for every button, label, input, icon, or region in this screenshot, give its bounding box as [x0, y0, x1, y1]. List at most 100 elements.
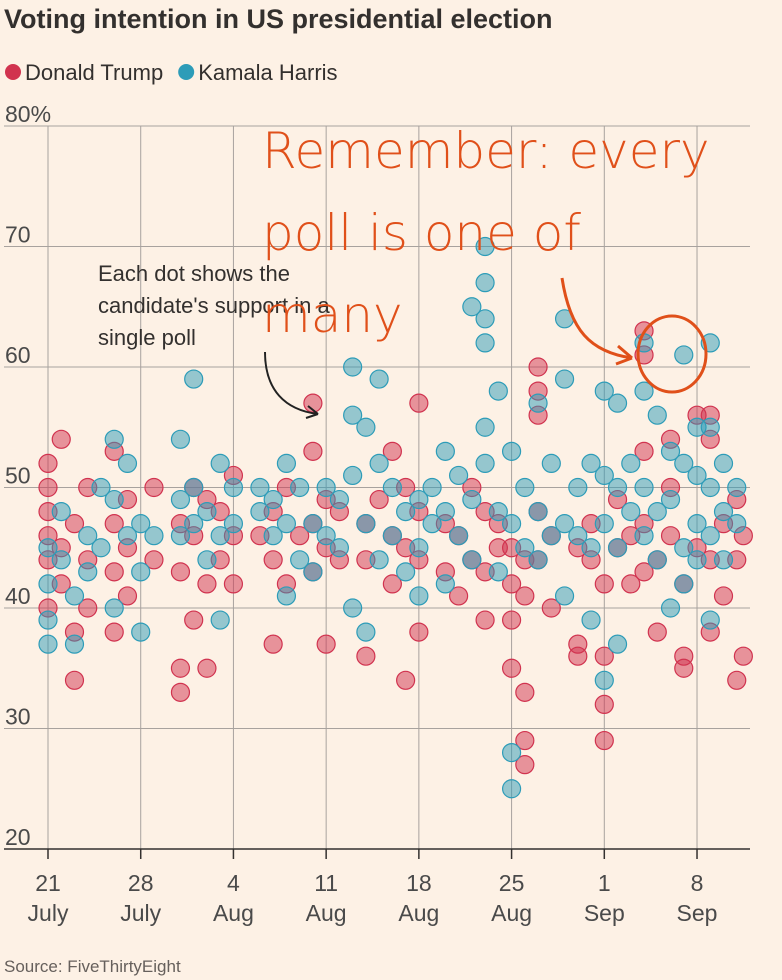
dot: [38, 477, 58, 498]
tick-line: Aug: [306, 900, 347, 926]
dot: [700, 477, 720, 498]
dot: [449, 586, 469, 606]
tick-line: 1: [598, 870, 611, 896]
dot: [660, 526, 681, 546]
dot: [409, 393, 429, 413]
dot: [713, 453, 734, 473]
dot: [38, 574, 58, 594]
dot: [223, 514, 244, 534]
dot: [369, 550, 389, 570]
dot: [462, 550, 482, 570]
dot: [64, 586, 85, 606]
dot: [409, 586, 429, 606]
legend-label: Kamala Harris: [198, 60, 337, 85]
dot: [382, 574, 402, 594]
dot: [462, 489, 482, 510]
y-tick-label: 60: [5, 342, 31, 368]
dot: [223, 574, 244, 594]
dot: [276, 453, 297, 473]
dot: [594, 514, 614, 534]
dot: [568, 477, 588, 498]
dot: [104, 562, 124, 582]
dot: [64, 634, 85, 654]
dot: [475, 309, 495, 329]
dot: [594, 574, 614, 594]
handwritten-note: Remember: every poll is one of many: [262, 122, 710, 344]
dot: [488, 562, 508, 582]
dot: [674, 538, 694, 558]
dot: [660, 489, 681, 510]
dot: [501, 742, 522, 763]
dot: [91, 538, 111, 558]
dot: [197, 574, 217, 594]
dot: [594, 670, 614, 690]
dot: [356, 646, 376, 666]
dot: [594, 694, 614, 715]
dot: [170, 429, 191, 449]
dot: [104, 622, 124, 642]
tick-line: 4: [227, 870, 240, 896]
dot: [501, 658, 522, 678]
dot: [568, 526, 588, 546]
dot: [594, 646, 614, 666]
dot: [276, 514, 297, 534]
dot: [51, 502, 71, 522]
dot: [263, 550, 283, 570]
dot: [687, 514, 707, 534]
dot: [475, 273, 495, 293]
x-tick-label: 11 Aug: [306, 870, 347, 926]
dot: [343, 357, 363, 377]
dot: [422, 477, 442, 498]
x-tick-label: 28 July: [120, 870, 161, 926]
dot: [382, 477, 402, 498]
y-tick-label: 40: [5, 583, 31, 609]
dot: [64, 670, 85, 690]
dot: [356, 417, 376, 437]
dot: [475, 453, 495, 473]
y-tick-label: 80%: [5, 101, 51, 127]
tick-line: Sep: [584, 900, 625, 926]
dot: [170, 489, 191, 510]
dot: [568, 646, 588, 666]
dot: [435, 574, 455, 594]
dot: [51, 429, 71, 449]
dot: [64, 514, 85, 534]
dot: [316, 477, 336, 498]
tick-line: July: [120, 900, 161, 926]
tick-line: Aug: [398, 900, 439, 926]
tick-line: 25: [499, 870, 525, 896]
dot: [488, 381, 508, 401]
tick-line: 21: [35, 870, 61, 896]
dot: [396, 562, 416, 582]
x-tick-label: 21 July: [28, 870, 69, 926]
dot: [117, 453, 138, 473]
dot: [51, 550, 71, 570]
text-line: poll is one of: [262, 204, 581, 262]
dot: [727, 477, 747, 498]
dot: [501, 441, 522, 461]
dot: [727, 514, 747, 534]
dot: [131, 562, 151, 582]
dot: [38, 634, 58, 654]
dot: [38, 453, 58, 473]
dot: [594, 730, 614, 751]
dot: [329, 489, 349, 510]
dot: [475, 610, 495, 630]
dot: [170, 562, 191, 582]
dots: [38, 236, 753, 799]
dot: [713, 502, 734, 522]
dot: [263, 489, 283, 510]
dot: [594, 381, 614, 401]
dot: [528, 550, 548, 570]
dot: [515, 586, 535, 606]
x-tick-label: 8 Sep: [677, 870, 718, 926]
dot: [343, 598, 363, 618]
dot: [170, 526, 191, 546]
dot: [38, 610, 58, 630]
dot: [290, 477, 310, 498]
dot: [607, 634, 628, 654]
dot: [541, 453, 561, 473]
dot: [733, 646, 753, 666]
tick-line: Sep: [677, 900, 718, 926]
dot: [634, 562, 654, 582]
